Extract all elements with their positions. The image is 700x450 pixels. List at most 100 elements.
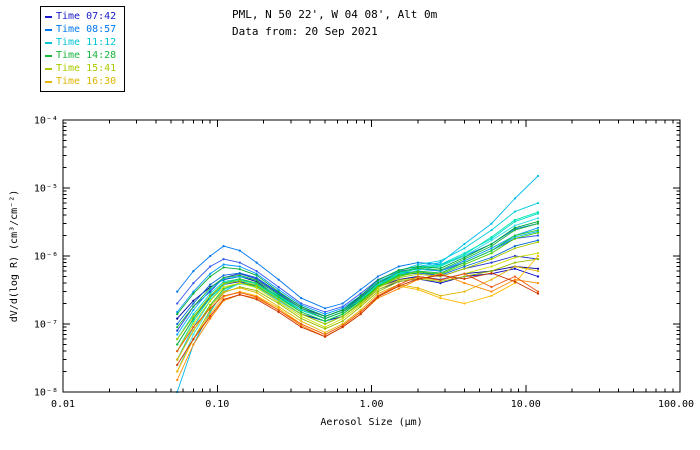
data-point-marker <box>341 302 344 305</box>
data-point-marker <box>439 267 442 270</box>
data-point-marker <box>439 279 442 282</box>
data-point-marker <box>209 283 212 286</box>
data-point-marker <box>490 229 493 232</box>
data-point-marker <box>255 261 258 264</box>
y-tick-label: 10⁻⁶ <box>34 252 58 263</box>
data-point-marker <box>192 305 195 308</box>
legend-item: Time 07:42 <box>45 10 116 23</box>
data-point-marker <box>341 310 344 314</box>
data-point-marker <box>192 282 195 285</box>
data-point-marker <box>192 313 195 316</box>
data-point-marker <box>300 310 303 314</box>
data-point-marker <box>463 265 466 268</box>
data-point-marker <box>176 322 179 326</box>
data-point-marker <box>300 313 303 316</box>
data-point-marker <box>463 258 466 261</box>
data-point-marker <box>255 282 258 285</box>
data-point-marker <box>513 280 517 283</box>
data-point-marker <box>439 259 442 262</box>
data-point-marker <box>209 290 212 293</box>
data-point-marker <box>376 290 379 293</box>
data-point-marker <box>416 275 419 278</box>
data-point-marker <box>255 291 258 294</box>
data-point-marker <box>513 245 517 248</box>
data-point-marker <box>209 297 212 300</box>
data-point-marker <box>397 265 400 268</box>
data-point-marker <box>300 315 303 318</box>
data-point-marker <box>176 333 179 336</box>
data-point-marker <box>209 299 212 302</box>
data-point-marker <box>255 286 258 289</box>
y-tick-label: 10⁻⁴ <box>34 116 58 127</box>
data-point-marker <box>209 275 212 278</box>
data-point-marker <box>277 288 280 291</box>
data-point-marker <box>277 307 280 310</box>
data-point-marker <box>513 256 517 259</box>
data-point-marker <box>192 333 195 336</box>
legend-label: Time 08:57 <box>56 24 117 35</box>
data-point-marker <box>513 265 517 268</box>
data-point-marker <box>463 253 466 256</box>
data-point-marker <box>490 235 493 239</box>
data-point-marker <box>513 210 517 213</box>
legend-swatch <box>45 54 52 57</box>
data-point-marker <box>513 247 517 250</box>
data-point-marker <box>341 324 344 327</box>
data-point-marker <box>176 378 179 382</box>
data-point-marker <box>341 305 344 308</box>
data-point-marker <box>536 226 540 229</box>
legend-label: Time 07:42 <box>56 11 117 22</box>
x-tick-label: 10.00 <box>511 399 541 410</box>
data-point-marker <box>300 305 303 308</box>
data-point-marker <box>176 310 179 314</box>
data-point-marker <box>192 338 195 341</box>
series-line <box>176 255 539 331</box>
x-tick-label: 1.00 <box>359 399 383 410</box>
data-point-marker <box>176 313 179 316</box>
data-point-marker <box>359 288 362 291</box>
data-point-marker <box>324 326 327 329</box>
data-point-marker <box>255 274 258 277</box>
data-point-marker <box>238 286 241 289</box>
data-point-marker <box>192 302 195 305</box>
data-point-marker <box>513 220 517 223</box>
data-point-marker <box>463 272 466 275</box>
data-point-marker <box>536 231 540 234</box>
data-point-marker <box>490 239 493 242</box>
data-point-marker <box>209 317 212 320</box>
data-point-marker <box>513 261 517 264</box>
data-point-marker <box>222 290 225 293</box>
data-point-marker <box>238 282 241 285</box>
data-point-marker <box>490 242 493 246</box>
data-point-marker <box>192 329 195 332</box>
data-point-marker <box>277 278 280 281</box>
series-line <box>176 211 539 352</box>
x-axis-label: Aerosol Size (μm) <box>320 417 422 428</box>
data-point-marker <box>192 320 195 323</box>
data-point-marker <box>277 290 280 293</box>
data-point-marker <box>513 275 517 278</box>
legend-item: Time 08:57 <box>45 23 116 36</box>
data-point-marker <box>176 358 179 361</box>
data-point-marker <box>439 272 442 275</box>
legend-item: Time 14:28 <box>45 49 116 62</box>
data-point-marker <box>490 249 493 252</box>
data-point-marker <box>300 317 303 320</box>
data-point-marker <box>416 286 419 289</box>
axes <box>62 119 681 393</box>
data-point-marker <box>300 297 303 300</box>
data-point-marker <box>176 350 179 353</box>
data-point-marker <box>490 245 493 248</box>
data-point-marker <box>439 274 442 277</box>
data-point-marker <box>238 293 241 296</box>
data-point-marker <box>536 270 540 273</box>
data-point-marker <box>416 267 419 270</box>
data-point-marker <box>222 258 225 261</box>
data-point-marker <box>222 285 225 289</box>
data-point-marker <box>209 305 212 308</box>
data-point-marker <box>513 267 517 270</box>
data-point-marker <box>513 226 517 229</box>
data-point-marker <box>277 293 280 296</box>
data-point-marker <box>536 282 540 285</box>
